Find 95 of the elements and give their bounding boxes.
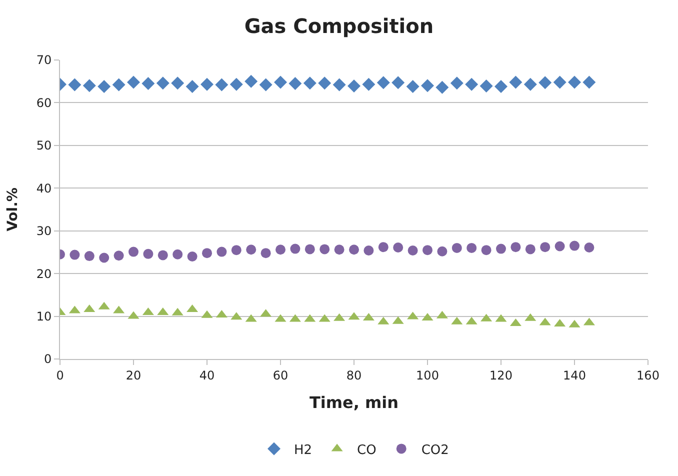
point xyxy=(230,78,243,91)
point xyxy=(215,78,228,92)
x-tick-label: 20 xyxy=(126,368,142,382)
point xyxy=(393,242,404,253)
point xyxy=(509,76,522,89)
point xyxy=(348,80,360,93)
point xyxy=(288,76,302,90)
point xyxy=(114,250,124,261)
point xyxy=(376,76,390,90)
x-tick-label: 140 xyxy=(563,368,586,382)
point xyxy=(481,245,492,256)
point xyxy=(494,80,508,93)
point xyxy=(480,80,493,93)
point xyxy=(82,79,96,92)
point xyxy=(553,76,566,89)
y-tick-label: 30 xyxy=(36,224,52,238)
x-tick-label: 40 xyxy=(199,368,215,382)
point xyxy=(406,80,420,93)
x-tick-label: 80 xyxy=(346,368,362,382)
point xyxy=(68,78,82,92)
y-tick-label: 70 xyxy=(36,53,52,68)
point xyxy=(318,76,332,90)
y-tick-label: 10 xyxy=(36,309,52,324)
point xyxy=(538,76,552,90)
legend-label: H2 xyxy=(294,442,312,458)
point xyxy=(303,76,316,90)
point xyxy=(143,248,154,259)
x-tick-label: 120 xyxy=(490,368,512,382)
point xyxy=(450,76,464,90)
y-axis-title: Vol.% xyxy=(4,188,21,232)
point xyxy=(172,249,183,260)
point xyxy=(70,250,80,260)
point xyxy=(525,244,536,254)
point xyxy=(466,242,477,253)
point xyxy=(524,78,537,91)
point xyxy=(276,244,286,255)
point xyxy=(465,78,478,91)
point xyxy=(156,76,170,90)
point xyxy=(510,242,521,252)
point xyxy=(246,244,256,255)
point xyxy=(378,242,388,252)
point xyxy=(128,246,138,257)
point xyxy=(437,246,448,256)
point xyxy=(422,245,432,256)
point xyxy=(570,240,580,251)
point xyxy=(334,244,344,255)
x-tick-label: 0 xyxy=(56,368,64,382)
y-tick-label: 50 xyxy=(36,138,52,153)
x-axis-title: Time, min xyxy=(309,393,399,412)
point xyxy=(142,76,155,90)
y-tick-label: 60 xyxy=(36,96,52,110)
point xyxy=(216,246,227,257)
x-tick-label: 160 xyxy=(636,368,660,382)
point xyxy=(260,248,271,258)
point xyxy=(496,244,506,254)
point xyxy=(568,76,581,89)
point xyxy=(364,246,374,256)
point xyxy=(112,78,126,92)
point xyxy=(99,252,110,263)
x-tick-label: 60 xyxy=(272,368,288,382)
y-tick-label: 20 xyxy=(36,266,52,281)
point xyxy=(320,244,330,254)
point xyxy=(540,242,550,252)
legend-label: CO2 xyxy=(421,442,449,458)
point xyxy=(584,242,594,253)
point xyxy=(259,78,272,92)
point xyxy=(452,242,462,253)
point xyxy=(304,244,315,254)
point xyxy=(186,80,199,93)
point xyxy=(421,79,434,92)
point xyxy=(349,244,359,255)
x-tick-label: 100 xyxy=(416,368,439,382)
point xyxy=(274,76,287,89)
y-tick-label: 0 xyxy=(44,352,52,366)
point xyxy=(127,76,140,89)
y-tick-label: 40 xyxy=(36,181,52,196)
point xyxy=(98,80,111,93)
point xyxy=(171,76,184,90)
point xyxy=(158,250,168,260)
point xyxy=(200,78,214,91)
point xyxy=(332,78,346,92)
point xyxy=(290,244,300,254)
point xyxy=(362,78,376,91)
chart-title: Gas Composition xyxy=(244,14,434,38)
point xyxy=(231,245,242,256)
point xyxy=(436,80,449,94)
point xyxy=(554,241,565,252)
point xyxy=(187,251,198,262)
point xyxy=(202,248,212,258)
point xyxy=(244,74,258,88)
legend-label: CO xyxy=(357,442,376,458)
point xyxy=(582,76,596,89)
point xyxy=(392,76,405,90)
point xyxy=(408,246,418,256)
point xyxy=(84,251,94,262)
